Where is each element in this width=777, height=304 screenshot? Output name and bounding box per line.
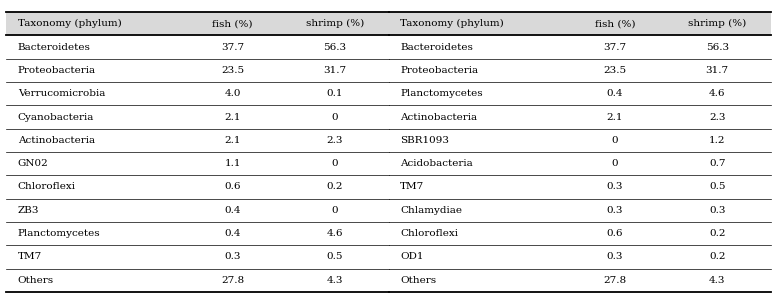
Text: 2.1: 2.1 xyxy=(225,112,241,122)
Text: 2.1: 2.1 xyxy=(225,136,241,145)
Text: Planctomycetes: Planctomycetes xyxy=(400,89,483,98)
FancyBboxPatch shape xyxy=(388,12,771,36)
Text: 0: 0 xyxy=(332,159,338,168)
Text: Actinobacteria: Actinobacteria xyxy=(18,136,95,145)
Text: TM7: TM7 xyxy=(400,182,424,192)
Text: fish (%): fish (%) xyxy=(594,19,636,28)
Text: 0.4: 0.4 xyxy=(607,89,623,98)
Text: 0.6: 0.6 xyxy=(225,182,241,192)
Text: Bacteroidetes: Bacteroidetes xyxy=(18,43,91,52)
Text: 0: 0 xyxy=(332,206,338,215)
Text: 23.5: 23.5 xyxy=(221,66,244,75)
Text: 0.1: 0.1 xyxy=(327,89,343,98)
Text: GN02: GN02 xyxy=(18,159,49,168)
Text: Others: Others xyxy=(400,276,436,285)
Text: 4.3: 4.3 xyxy=(709,276,726,285)
Text: shrimp (%): shrimp (%) xyxy=(688,19,747,28)
FancyBboxPatch shape xyxy=(6,12,388,36)
Text: 0.4: 0.4 xyxy=(225,206,241,215)
Text: ZB3: ZB3 xyxy=(18,206,40,215)
Text: 0.3: 0.3 xyxy=(225,252,241,261)
Text: 0.2: 0.2 xyxy=(709,252,726,261)
Text: SBR1093: SBR1093 xyxy=(400,136,449,145)
Text: 37.7: 37.7 xyxy=(221,43,244,52)
Text: 0.3: 0.3 xyxy=(607,252,623,261)
Text: Actinobacteria: Actinobacteria xyxy=(400,112,477,122)
Text: 4.0: 4.0 xyxy=(225,89,241,98)
Text: 0.3: 0.3 xyxy=(607,206,623,215)
Text: 31.7: 31.7 xyxy=(706,66,729,75)
Text: 27.8: 27.8 xyxy=(221,276,244,285)
Text: Chlamydiae: Chlamydiae xyxy=(400,206,462,215)
Text: 0.6: 0.6 xyxy=(607,229,623,238)
Text: 0.2: 0.2 xyxy=(709,229,726,238)
Text: Proteobacteria: Proteobacteria xyxy=(400,66,479,75)
Text: TM7: TM7 xyxy=(18,252,42,261)
Text: fish (%): fish (%) xyxy=(212,19,253,28)
Text: 37.7: 37.7 xyxy=(604,43,626,52)
Text: 0.5: 0.5 xyxy=(327,252,343,261)
Text: 0.3: 0.3 xyxy=(607,182,623,192)
Text: Verrucomicrobia: Verrucomicrobia xyxy=(18,89,105,98)
Text: shrimp (%): shrimp (%) xyxy=(306,19,364,28)
Text: 56.3: 56.3 xyxy=(706,43,729,52)
Text: 23.5: 23.5 xyxy=(604,66,626,75)
Text: 2.1: 2.1 xyxy=(607,112,623,122)
Text: Taxonomy (phylum): Taxonomy (phylum) xyxy=(18,19,122,28)
Text: Bacteroidetes: Bacteroidetes xyxy=(400,43,473,52)
Text: 0: 0 xyxy=(332,112,338,122)
Text: 56.3: 56.3 xyxy=(323,43,347,52)
Text: 0.5: 0.5 xyxy=(709,182,726,192)
Text: Others: Others xyxy=(18,276,54,285)
Text: OD1: OD1 xyxy=(400,252,423,261)
Text: Chloroflexi: Chloroflexi xyxy=(400,229,458,238)
Text: Proteobacteria: Proteobacteria xyxy=(18,66,96,75)
Text: Taxonomy (phylum): Taxonomy (phylum) xyxy=(400,19,504,28)
Text: 4.3: 4.3 xyxy=(327,276,343,285)
Text: 27.8: 27.8 xyxy=(604,276,626,285)
Text: Planctomycetes: Planctomycetes xyxy=(18,229,100,238)
Text: 4.6: 4.6 xyxy=(327,229,343,238)
Text: 0.3: 0.3 xyxy=(709,206,726,215)
Text: 0: 0 xyxy=(611,159,618,168)
Text: 1.2: 1.2 xyxy=(709,136,726,145)
Text: 2.3: 2.3 xyxy=(327,136,343,145)
Text: 31.7: 31.7 xyxy=(323,66,347,75)
Text: 2.3: 2.3 xyxy=(709,112,726,122)
Text: 0.2: 0.2 xyxy=(327,182,343,192)
Text: Cyanobacteria: Cyanobacteria xyxy=(18,112,94,122)
Text: Acidobacteria: Acidobacteria xyxy=(400,159,473,168)
Text: 1.1: 1.1 xyxy=(225,159,241,168)
Text: Chloroflexi: Chloroflexi xyxy=(18,182,76,192)
Text: 4.6: 4.6 xyxy=(709,89,726,98)
Text: 0.4: 0.4 xyxy=(225,229,241,238)
Text: 0.7: 0.7 xyxy=(709,159,726,168)
Text: 0: 0 xyxy=(611,136,618,145)
